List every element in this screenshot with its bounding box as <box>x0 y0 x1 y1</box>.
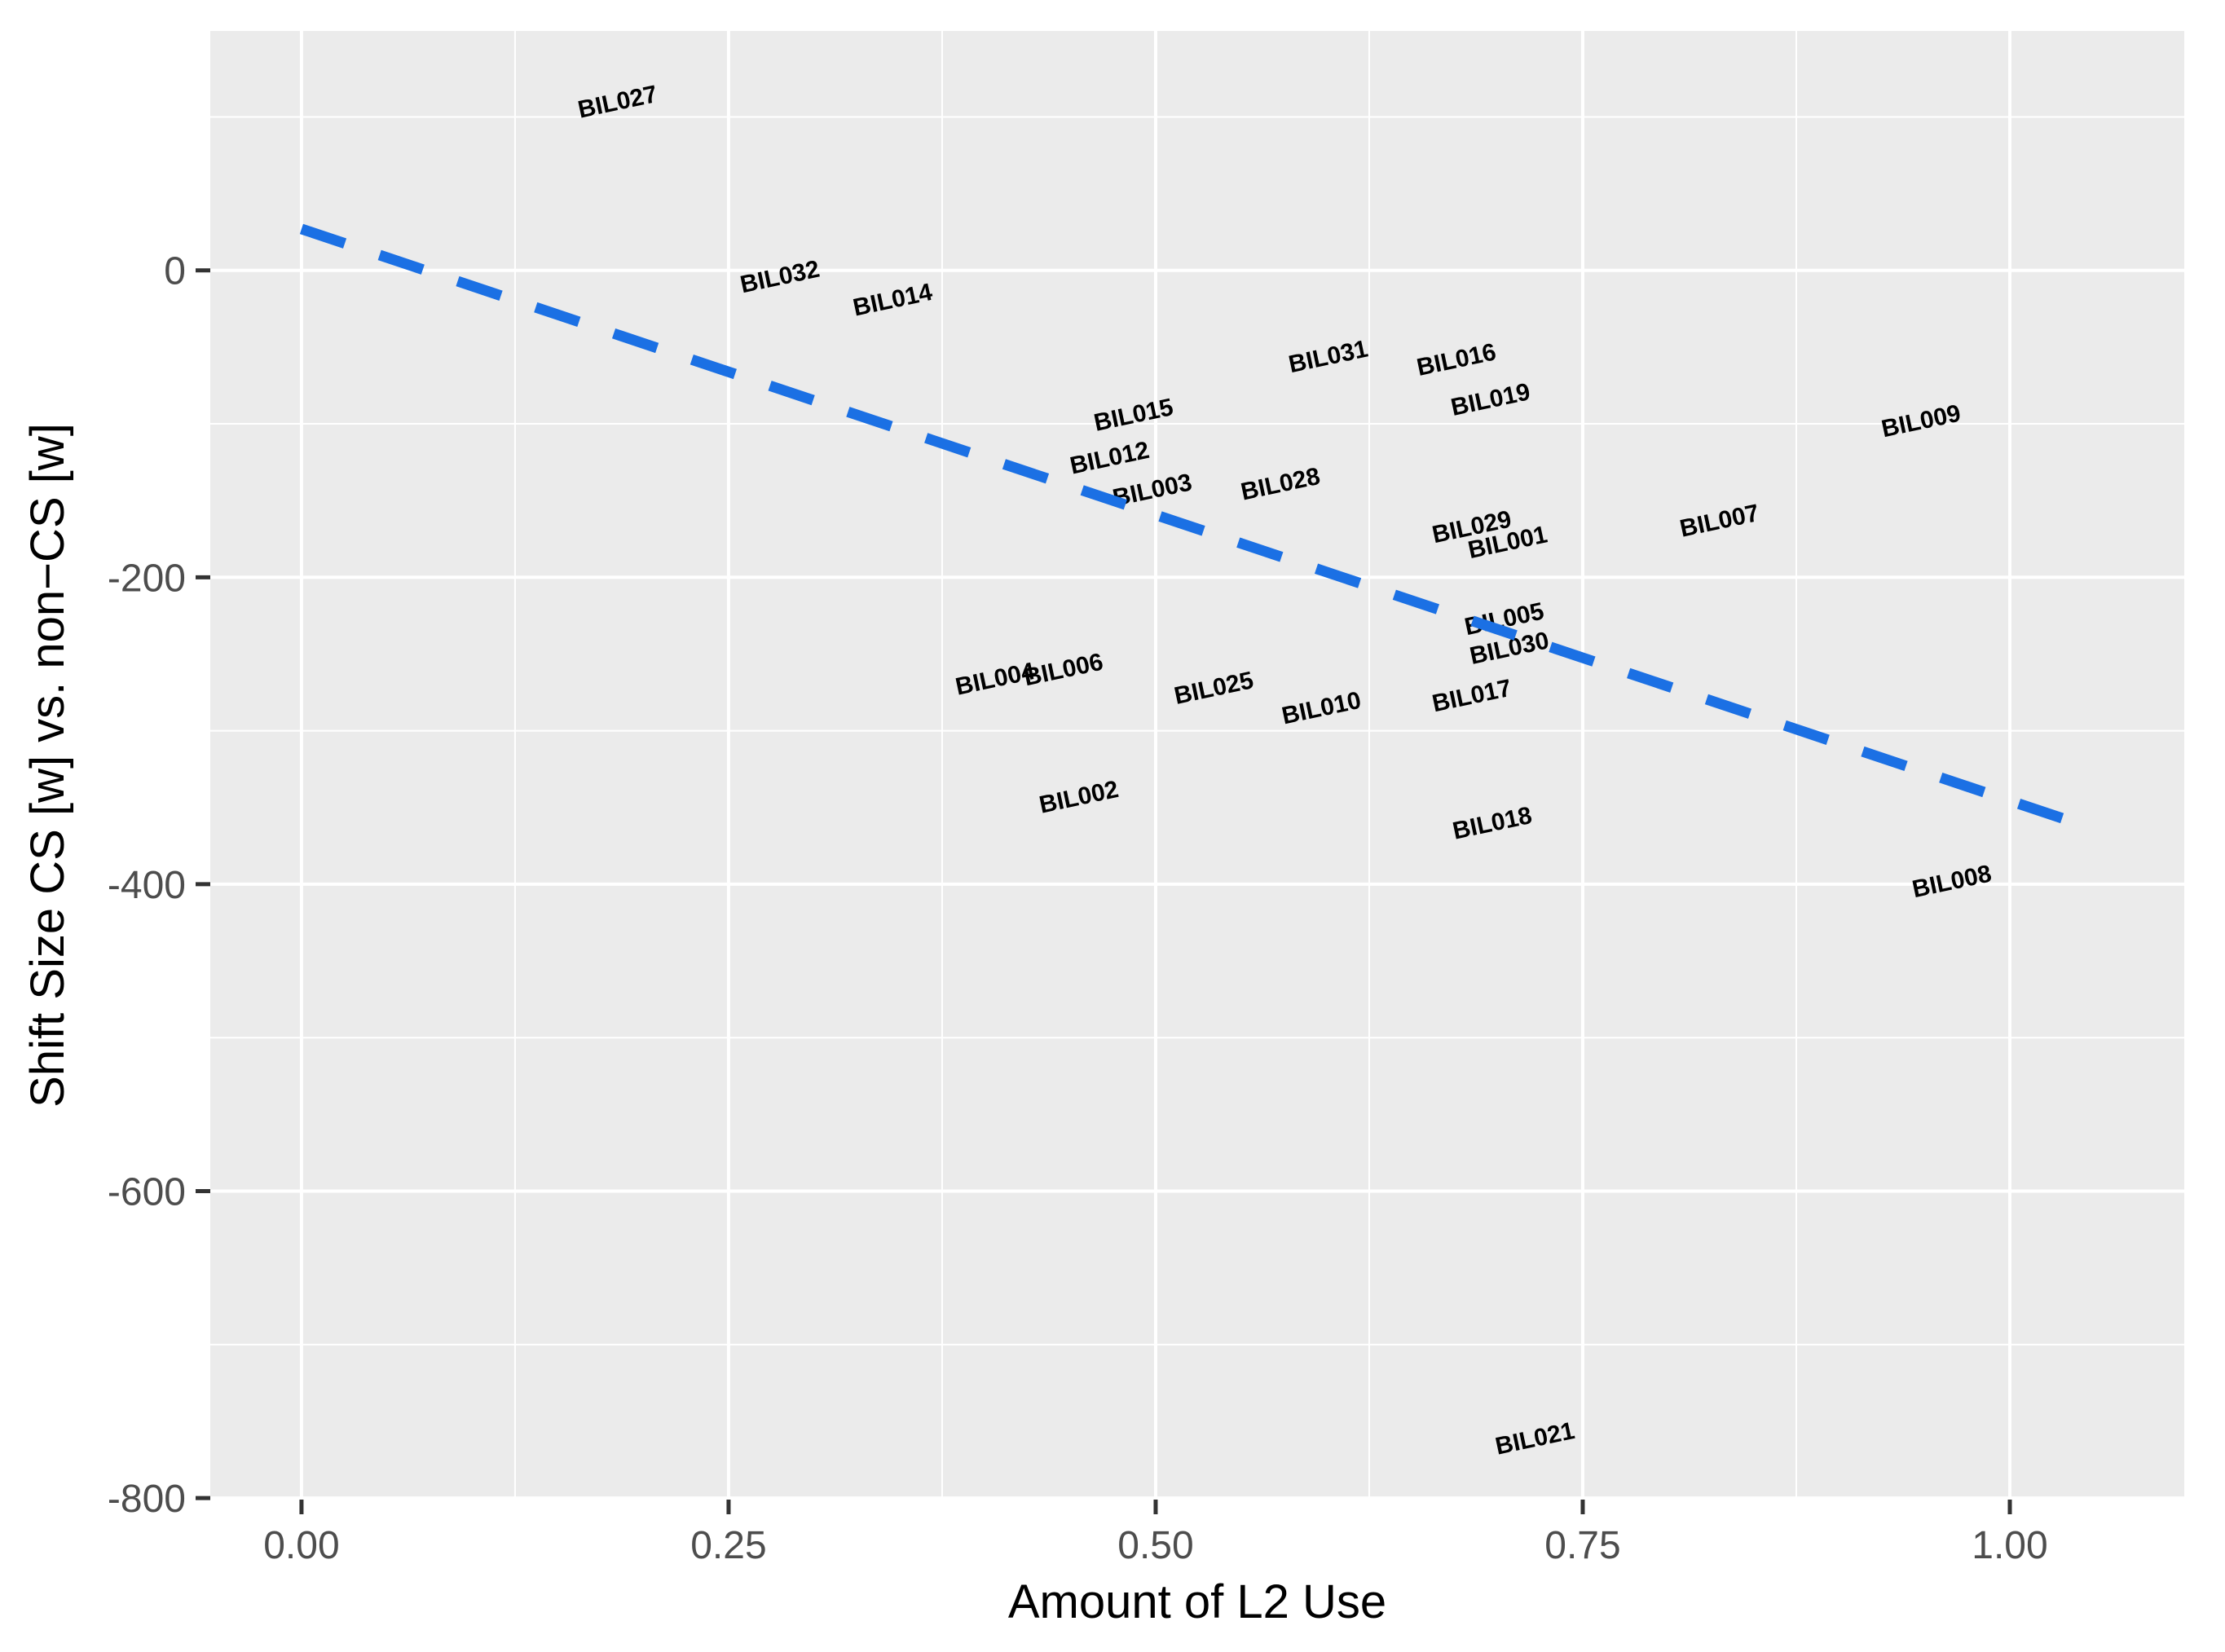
y-axis-title: Shift Size CS [w] vs. non−CS [w] <box>21 423 74 1108</box>
y-axis-tick-labels: 0 -200 -400 -600 -800 <box>108 250 186 1521</box>
y-tick-label: 0 <box>164 250 186 293</box>
x-tick-label: 0.00 <box>263 1524 339 1567</box>
y-tick-label: -400 <box>108 864 186 907</box>
regression-dashed-line <box>299 223 2087 831</box>
x-tick-label: 1.00 <box>1972 1524 2047 1567</box>
axis-tick-marks <box>196 268 2012 1514</box>
x-tick-label: 0.50 <box>1117 1524 1193 1567</box>
x-axis-title: Amount of L2 Use <box>1008 1575 1386 1628</box>
y-tick-label: -200 <box>108 557 186 600</box>
x-axis-tick-labels: 0.00 0.25 0.50 0.75 1.00 <box>263 1524 2047 1567</box>
trendline-group <box>299 223 2087 831</box>
major-gridlines <box>210 31 2184 1500</box>
y-tick-label: -800 <box>108 1478 186 1521</box>
minor-gridlines <box>210 31 2184 1500</box>
x-tick-label: 0.25 <box>690 1524 766 1567</box>
x-tick-label: 0.75 <box>1544 1524 1620 1567</box>
y-tick-label: -600 <box>108 1171 186 1214</box>
plot-panel <box>210 31 2184 1500</box>
